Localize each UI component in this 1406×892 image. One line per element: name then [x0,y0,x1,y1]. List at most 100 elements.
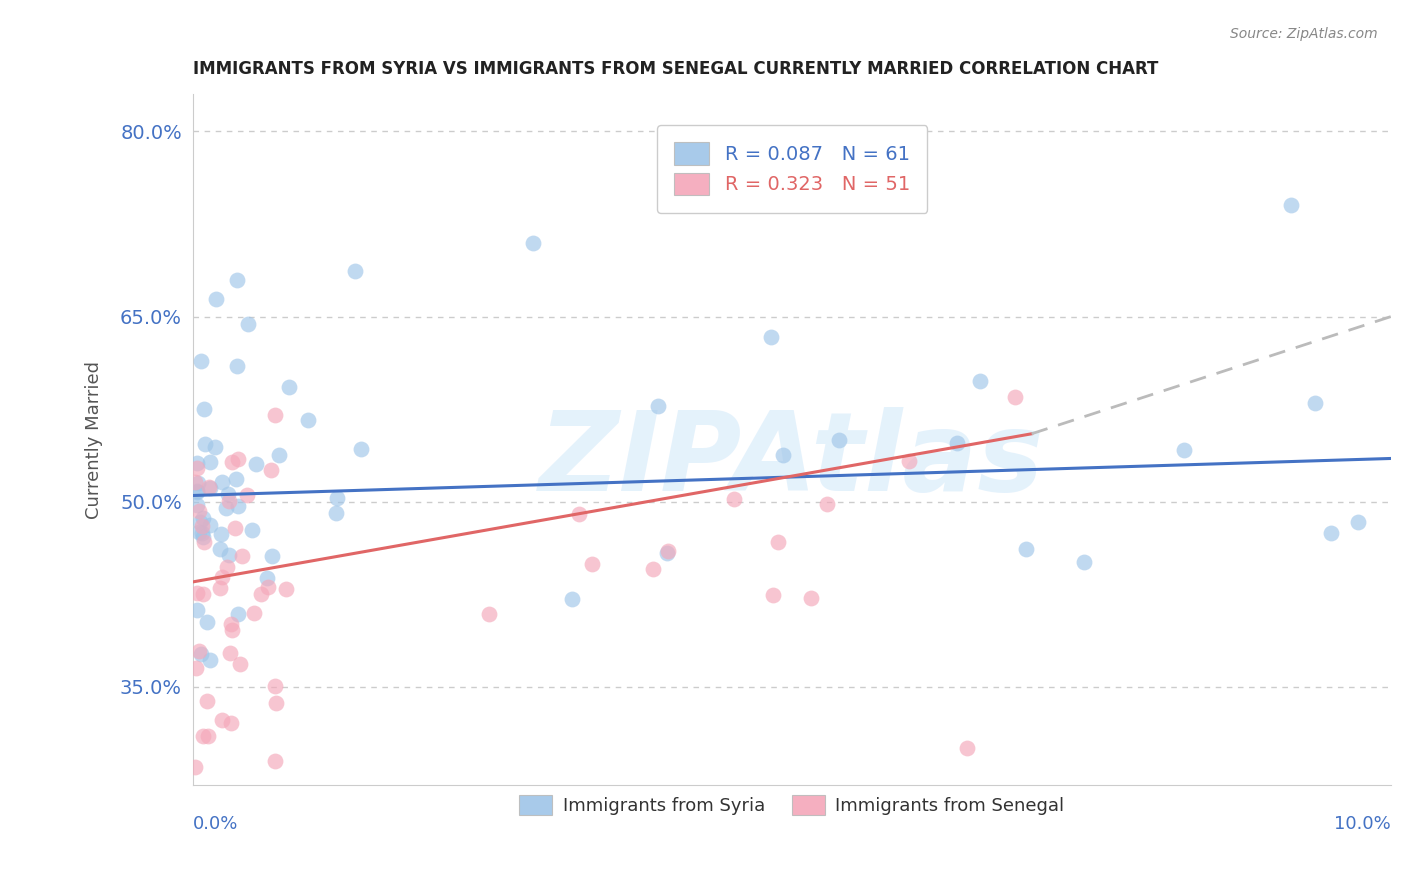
Point [188,516,211,530]
Point [257,580,280,594]
Point [264,679,287,693]
Text: IMMIGRANTS FROM SYRIA VS IMMIGRANTS FROM SENEGAL CURRENTLY MARRIED CORRELATION C: IMMIGRANTS FROM SYRIA VS IMMIGRANTS FROM… [193,60,1159,78]
Point [186,456,208,470]
Point [191,519,214,533]
Point [197,615,219,630]
Point [1303,396,1326,410]
Point [191,530,214,544]
Point [1320,525,1343,540]
Point [228,500,250,514]
Point [762,588,785,602]
Point [522,235,544,250]
Point [1279,198,1302,212]
Point [186,461,208,475]
Point [190,353,212,368]
Y-axis label: Currently Married: Currently Married [86,361,103,519]
Text: ZIPAtlas: ZIPAtlas [540,407,1045,514]
Point [221,455,243,469]
Point [186,661,208,675]
Point [191,526,214,541]
Point [297,413,319,427]
Point [657,543,679,558]
Point [325,506,347,520]
Point [225,272,247,286]
Point [326,491,349,505]
Point [200,455,222,469]
Point [187,476,209,491]
Point [226,607,249,621]
Point [969,374,991,388]
Point [956,741,979,756]
Point [197,729,219,743]
Point [219,646,242,660]
Point [226,452,249,467]
Point [198,517,221,532]
Point [262,549,284,563]
Point [723,491,745,506]
Point [209,541,232,556]
Point [224,521,246,535]
Point [243,606,266,620]
Point [188,524,211,539]
Point [267,448,290,462]
Point [200,481,222,495]
Point [184,760,207,774]
Point [193,437,215,451]
Point [186,483,208,498]
Point [186,602,208,616]
Point [263,408,285,422]
Point [211,475,233,489]
Point [263,754,285,768]
Point [219,616,242,631]
Point [211,570,233,584]
Point [945,435,967,450]
Point [188,644,211,658]
Point [236,488,259,502]
Point [184,475,207,489]
Point [238,317,260,331]
Point [215,560,238,574]
Point [581,558,603,572]
Point [256,571,278,585]
Point [219,715,242,730]
Point [245,457,267,471]
Point [897,454,920,468]
Text: 0.0%: 0.0% [193,814,239,832]
Point [217,487,239,501]
Point [240,523,263,537]
Point [211,713,233,727]
Point [186,498,208,512]
Point [190,647,212,661]
Point [186,484,208,499]
Point [188,503,211,517]
Point [193,402,215,417]
Point [478,607,501,621]
Point [828,434,851,448]
Point [231,549,253,564]
Legend: Immigrants from Syria, Immigrants from Senegal: Immigrants from Syria, Immigrants from S… [503,779,1081,831]
Point [657,545,679,559]
Point [191,729,214,743]
Point [1173,442,1195,457]
Point [641,562,664,576]
Point [221,623,243,637]
Point [218,548,240,562]
Point [225,472,247,486]
Point [350,442,373,456]
Point [772,449,794,463]
Point [274,582,297,596]
Point [218,493,240,508]
Point [193,535,215,549]
Point [228,657,250,671]
Point [197,480,219,494]
Point [278,380,301,394]
Point [1347,515,1369,529]
Point [1073,555,1095,569]
Point [215,500,238,515]
Point [800,591,823,606]
Point [191,587,214,601]
Point [343,264,366,278]
Point [766,534,789,549]
Point [260,463,283,477]
Point [191,511,214,525]
